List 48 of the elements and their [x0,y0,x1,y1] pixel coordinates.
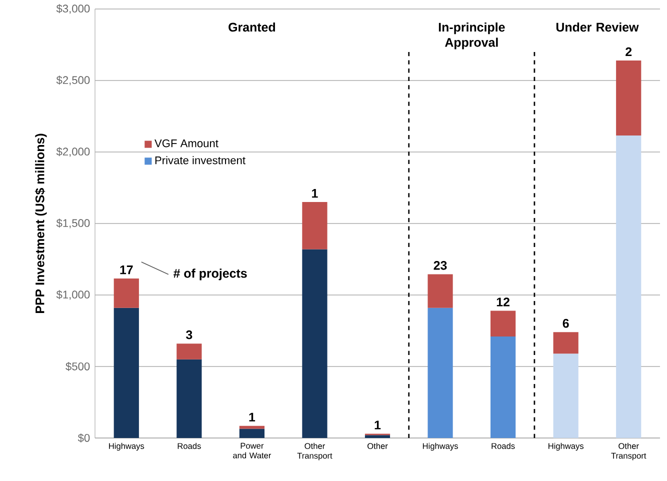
annotation: 17 [120,266,133,274]
bar [364,435,390,438]
bar [490,310,516,336]
bar [616,60,642,136]
annotation: 23 [434,260,447,270]
bar [428,308,453,438]
x-tick-label: Highways [422,442,458,451]
y-tick-label: $2,500 [56,76,90,86]
annotation: Under Review [556,22,639,32]
x-tick-label: Highways [548,442,584,451]
bar [302,249,328,438]
annotation: 1 [312,189,318,198]
annotation: Granted [228,22,275,32]
y-tick-label: $3,000 [56,4,90,14]
bar [490,336,516,438]
x-tick-label: Other [368,442,388,449]
annotation: # of projects [173,268,247,280]
annotation: 1 [374,420,381,430]
y-tick-label: $1,000 [56,290,90,300]
bar [302,202,328,250]
annotation: 6 [562,318,569,328]
bar [176,344,202,360]
x-tick-label: Other Transport [297,442,332,460]
x-tick-label: Roads [178,442,201,449]
annotation: 2 [626,47,632,56]
bar [616,136,642,438]
bar [239,428,264,438]
annotation: 3 [186,330,192,340]
legend-label: VGF Amount [154,139,218,148]
y-tick-label: $2,000 [56,147,90,157]
x-tick-label: Other Transport [611,442,646,460]
annotation: 12 [496,298,510,306]
x-tick-label: Roads [492,442,515,449]
bar [428,274,453,308]
y-tick-label: $1,500 [56,218,90,228]
y-axis-title: PPP Investment (US$ millions) [34,134,47,313]
x-tick-label: Power and Water [233,442,272,458]
bar [114,308,139,438]
legend-label: Private investment [155,156,246,164]
bar [114,278,139,308]
bar [553,332,578,354]
annotation: 1 [249,412,256,422]
y-tick-label: $0 [78,434,90,442]
bar [553,354,578,438]
annotation: In-principle Approval [438,22,505,50]
x-tick-label: Highways [109,442,144,451]
bar [176,359,202,438]
y-tick-label: $500 [66,362,90,371]
